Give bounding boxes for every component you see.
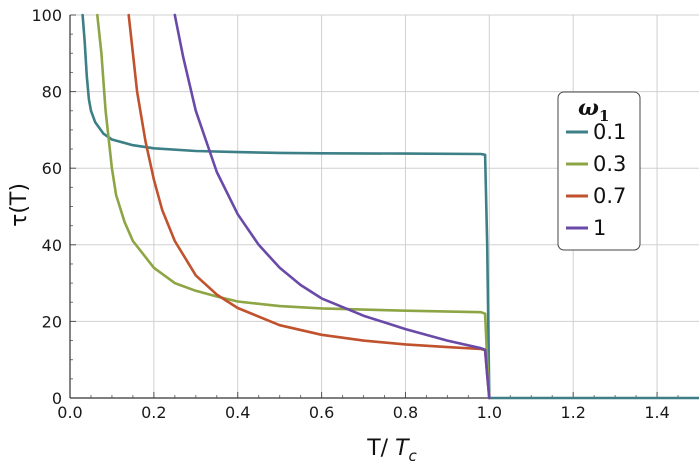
x-tick-label: 0.0 <box>57 403 82 422</box>
y-tick-label: 40 <box>42 236 62 255</box>
legend-label: 0.1 <box>593 120 626 144</box>
y-tick-label: 20 <box>42 312 62 331</box>
series-line-4 <box>173 13 491 400</box>
x-tick-label: 1.0 <box>477 403 502 422</box>
x-tick-label: 0.8 <box>393 403 418 422</box>
legend-label: 0.7 <box>593 184 626 208</box>
y-axis-title: τ(T) <box>7 183 32 227</box>
x-tick-label: 1.2 <box>560 403 585 422</box>
legend-label: 0.3 <box>593 152 626 176</box>
legend: ω1 0.10.30.71 <box>557 91 641 251</box>
series-lines <box>81 13 699 400</box>
y-tick-label: 100 <box>31 6 62 25</box>
tick-labels: 0.0 0.2 0.4 0.6 0.8 1.0 1.2 1.4 0 20 40 60 80 100 <box>31 6 669 422</box>
x-tick-label: 0.2 <box>141 403 166 422</box>
series-line-3 <box>127 13 491 400</box>
x-axis-title: T/ Tc <box>366 436 417 465</box>
x-tick-label: 0.6 <box>309 403 334 422</box>
x-tick-label: 0.4 <box>225 403 250 422</box>
y-tick-label: 0 <box>52 389 62 408</box>
series-line-1 <box>81 13 699 400</box>
legend-items: 0.1 0.3 0.7 1 <box>566 120 626 240</box>
x-tick-label: 1.4 <box>644 403 669 422</box>
y-tick-label: 60 <box>42 159 62 178</box>
series-line-2 <box>96 13 491 400</box>
legend-label: 1 <box>593 216 606 240</box>
y-tick-label: 80 <box>42 83 62 102</box>
